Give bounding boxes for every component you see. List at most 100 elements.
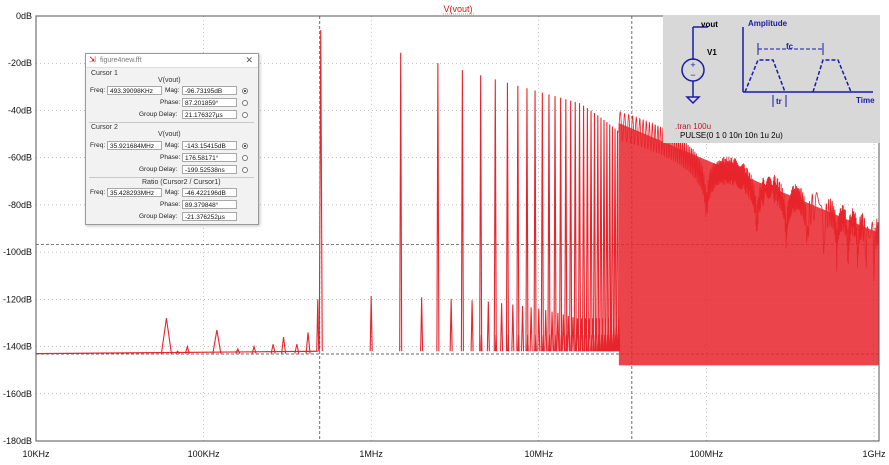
cursor1-gd-radio[interactable] (242, 112, 248, 118)
cursor1-mag-field: -96.73195dB (182, 86, 237, 95)
pulse-1 (744, 59, 786, 93)
dialog-title: figure4new.fft (100, 57, 142, 64)
harmonic-peak (544, 310, 548, 352)
cursor2-freq-field[interactable]: 35.921684MHz (107, 141, 162, 150)
cursor1-mag-radio[interactable] (242, 88, 248, 94)
harmonic-peak (571, 317, 575, 352)
separator (89, 177, 254, 178)
dense-spectrum-band (618, 123, 879, 366)
harmonic-peak (550, 311, 554, 352)
trace-title[interactable]: V(vout) (443, 4, 472, 14)
harmonic-peak (399, 52, 403, 352)
y-tick-label: -80dB (8, 200, 32, 210)
harmonic-peak (517, 334, 520, 352)
y-tick-label: -100dB (3, 247, 32, 257)
cursor1-gd-field: 21.176327µs (182, 110, 237, 119)
fft-trace (35, 30, 880, 366)
x-tick-label: 100MHz (690, 449, 724, 459)
harmonic-peak (486, 301, 490, 352)
harmonic-peak (561, 314, 565, 352)
cursor2-trace: V(vout) (158, 131, 181, 138)
minus-icon: − (690, 70, 695, 80)
ratio-header: Ratio (Cursor2 / Cursor1) (142, 179, 221, 186)
x-tick-label: 100KHz (188, 449, 221, 459)
ratio-gd-label: Group Delay: (139, 213, 178, 220)
cursor1-phase-radio[interactable] (242, 100, 248, 106)
ratio-phase-field: 89.379848° (182, 200, 237, 209)
x-tick-label: 1GHz (862, 449, 886, 459)
cursor2-phase-field: 176.58171° (182, 153, 237, 162)
y-tick-label: -60dB (8, 153, 32, 163)
harmonic-peak (573, 101, 577, 352)
harmonic-peak (585, 108, 589, 352)
y-tick-label: -140dB (3, 342, 32, 352)
ground-icon (685, 96, 701, 105)
harmonic-peak (175, 350, 181, 354)
pulse-directive[interactable]: PULSE(0 1 0 10n 10n 1u 2u) (680, 131, 783, 140)
cursor2-gd-field: -199.52538ns (182, 165, 237, 174)
harmonic-peak (318, 30, 323, 352)
ratio-mag-field: -46.422196dB (182, 188, 237, 197)
cursor2-freq-label: Freq: (90, 142, 106, 149)
cursor2-gd-label: Group Delay: (139, 166, 178, 173)
time-label: Time (856, 96, 875, 105)
pulse-2 (812, 59, 852, 93)
cursor2-mag-radio[interactable] (242, 143, 248, 149)
plot-frame (35, 15, 880, 442)
tran-directive[interactable]: .tran 100u (675, 122, 712, 131)
dialog-titlebar[interactable]: ⇲ figure4new.fft ✕ (86, 54, 258, 68)
cursor1-header: Cursor 1 (91, 70, 118, 77)
cursor1-freq-field[interactable]: 493.39098KHz (107, 86, 162, 95)
ratio-mag-label: Mag: (165, 189, 180, 196)
schematic-inset[interactable]: + − vout V1 Amplitude fc tr Time .tran 1… (663, 15, 880, 143)
y-axis-ticks: 0dB -20dB -40dB -60dB -80dB -100dB -120dB -140d… (3, 11, 32, 446)
harmonic-peak (460, 70, 464, 352)
harmonic-peak (554, 334, 557, 352)
harmonic-peak (369, 296, 373, 352)
harmonic-peak (160, 318, 172, 354)
amplitude-label: Amplitude (748, 19, 788, 28)
harmonic-peak (566, 315, 570, 352)
harmonic-peak (305, 332, 311, 354)
close-icon[interactable]: ✕ (245, 55, 253, 65)
harmonic-peak (480, 334, 483, 352)
harmonic-peak (212, 329, 222, 354)
harmonic-peak (537, 308, 541, 352)
harmonic-peak (533, 90, 537, 352)
harmonic-peak (479, 75, 483, 352)
harmonic-peak (235, 347, 241, 354)
harmonic-peak (449, 298, 453, 352)
ratio-phase-label: Phase: (160, 201, 181, 208)
harmonic-peak (592, 112, 597, 352)
harmonic-peak (507, 334, 510, 352)
harmonic-peak (541, 334, 545, 352)
cursor1-gd-label: Group Delay: (139, 111, 178, 118)
cursor2-mag-field: -143.15415dB (182, 141, 237, 150)
cursor2-phase-label: Phase: (160, 154, 181, 161)
cursor-readout-dialog[interactable]: ⇲ figure4new.fft ✕ Cursor 1 V(vout) Freq… (85, 53, 259, 225)
harmonic-peak (184, 344, 190, 354)
harmonic-peak (540, 92, 544, 352)
harmonic-peak (281, 337, 287, 354)
x-tick-label: 10MHz (525, 449, 554, 459)
harmonic-peak (494, 334, 498, 352)
ratio-freq-field: 35.428293MHz (107, 188, 162, 197)
source-label: V1 (707, 48, 717, 57)
harmonic-peak (610, 126, 614, 352)
x-axis-ticks: 10KHz 100KHz 1MHz 10MHz 100MHz 1GHz (22, 449, 885, 459)
y-tick-label: 0dB (16, 11, 32, 21)
ratio-freq-label: Freq: (90, 189, 106, 196)
cursor2-gd-radio[interactable] (242, 167, 248, 173)
harmonic-peak (505, 82, 509, 352)
cursor2-mag-label: Mag: (165, 142, 180, 149)
harmonic-peak (569, 100, 573, 352)
harmonic-peak (596, 115, 600, 352)
harmonic-peak (436, 63, 440, 352)
plus-icon: + (690, 60, 695, 70)
y-tick-label: -180dB (3, 436, 32, 446)
x-tick-label: 1MHz (359, 449, 383, 459)
harmonic-peak (270, 344, 276, 354)
cursor2-phase-radio[interactable] (242, 155, 248, 161)
harmonic-peak (294, 344, 300, 354)
